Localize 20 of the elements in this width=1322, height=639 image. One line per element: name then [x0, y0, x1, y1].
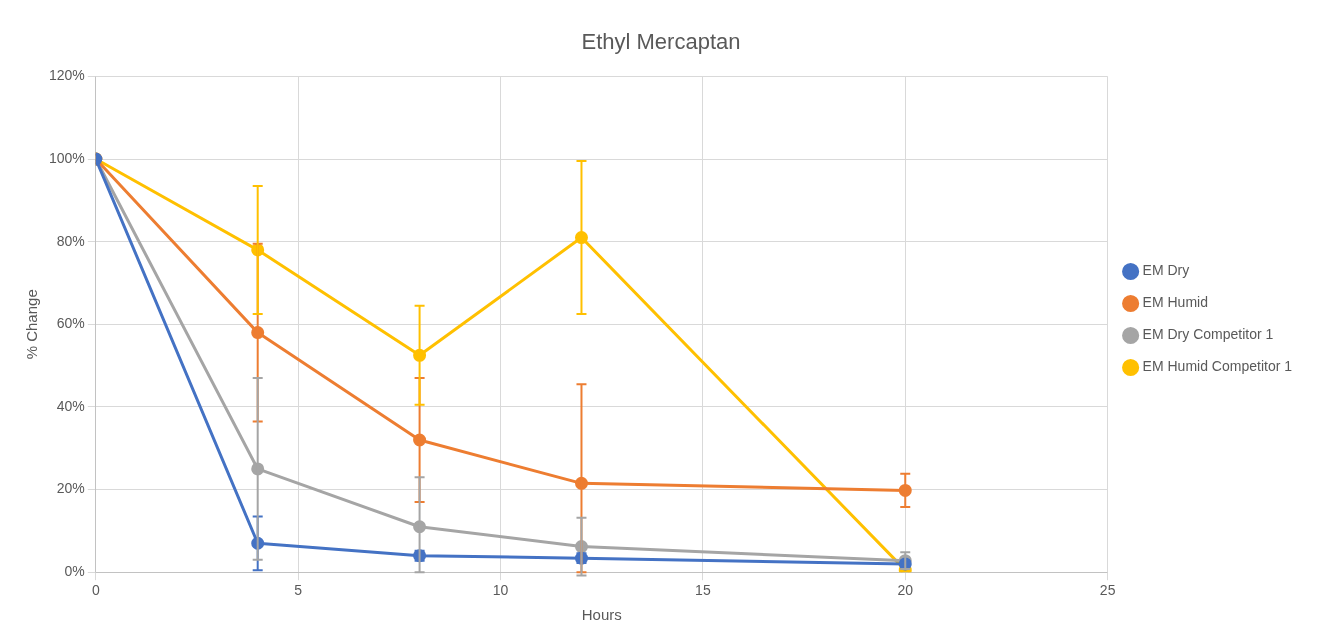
x-tick-label: 15: [695, 582, 711, 599]
chart-title: Ethyl Mercaptan: [581, 29, 741, 55]
y-axis-title: % Change: [23, 289, 41, 360]
y-tick-label: 40%: [56, 397, 85, 414]
legend-label: EM Dry: [1142, 262, 1190, 279]
y-tick-label: 20%: [56, 480, 85, 497]
y-tick-label: 80%: [56, 232, 85, 249]
x-tick-label: 25: [1099, 582, 1116, 599]
y-tick-label: 100%: [48, 149, 85, 166]
legend-label: EM Humid Competitor 1: [1142, 358, 1293, 375]
y-tick-label: 120%: [48, 67, 85, 84]
x-tick-label: 5: [294, 582, 303, 599]
x-tick-label: 0: [91, 582, 100, 599]
y-tick-label: 0%: [64, 563, 85, 580]
x-tick-label: 20: [897, 582, 914, 599]
legend-label: EM Dry Competitor 1: [1142, 326, 1274, 343]
x-tick-label: 10: [492, 582, 509, 599]
y-tick-label: 60%: [56, 315, 85, 332]
legend-label: EM Humid: [1142, 294, 1208, 311]
x-axis-title: Hours: [581, 606, 622, 624]
